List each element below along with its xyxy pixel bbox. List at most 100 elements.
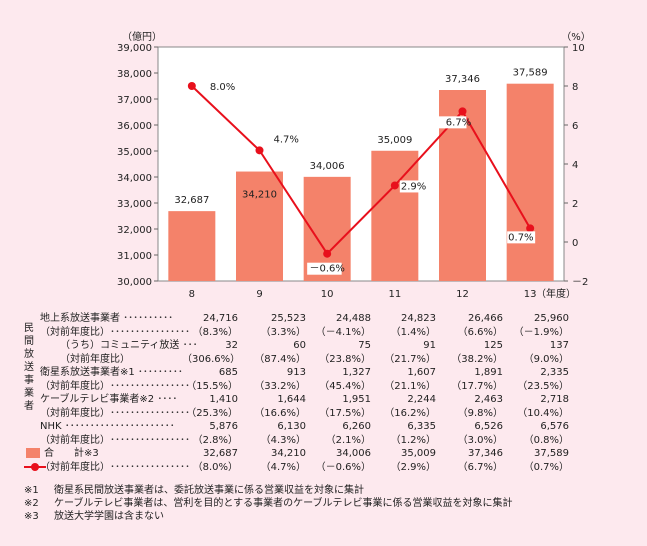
right-tick-label: 2 (572, 199, 578, 210)
line-value-label: 0.7% (508, 232, 533, 243)
table-cell: 32 (225, 340, 238, 351)
bar (168, 211, 216, 281)
table-row-label: ケーブルテレビ事業者※2 ････ (40, 394, 178, 405)
table-row-label: （対前年度比）････････････････ (40, 461, 190, 473)
bar (371, 150, 419, 281)
bar-value-label: 34,210 (242, 190, 277, 201)
right-tick-label: 6 (572, 121, 578, 132)
left-tick-label: 33,000 (117, 199, 152, 210)
table-cell: （0.7%） (523, 461, 569, 473)
table-cell: 37,346 (468, 448, 503, 459)
right-tick-label: －2 (572, 277, 588, 288)
table-row-label: （対前年度比）････････････････ (40, 407, 190, 419)
table-cell: （23.8%） (319, 353, 371, 365)
line-value-label: －0.6% (309, 264, 344, 275)
table-cell: （10.4%） (517, 407, 569, 419)
table-cell: 91 (423, 340, 436, 351)
table-cell: 26,466 (468, 313, 503, 324)
table-row: （対前年度比） （306.6%） （87.4%） （23.8%） （21.7%） （38.… (0, 353, 647, 366)
table-cell: 34,210 (271, 448, 306, 459)
table-row: （対前年度比）････････････････ （15.5%） （33.2%） （45… (0, 380, 647, 393)
table-cell: （3.0%） (457, 434, 503, 446)
table-row-label: 合 計※3 (44, 448, 99, 459)
table-cell: （0.8%） (523, 434, 569, 446)
table-cell: 2,718 (540, 394, 569, 405)
left-tick-label: 37,000 (117, 95, 152, 106)
table-row: NHK ･･････････････････････ 5,876 6,130 6,26… (0, 420, 647, 433)
x-tick-label: 13 (524, 289, 537, 300)
table-cell: （2.9%） (390, 461, 436, 473)
line-point (255, 146, 264, 155)
x-tick-label: 9 (256, 289, 262, 300)
bar-value-label: 37,589 (513, 68, 548, 79)
right-tick-label: 8 (572, 82, 578, 93)
table-cell: （3.3%） (260, 326, 306, 338)
table-cell: 25,960 (534, 313, 569, 324)
table-row-label: （うち）コミュニティ放送 ･･･ (60, 340, 198, 351)
line-label-bg (507, 231, 536, 244)
footnote-mark: ※3 (24, 511, 39, 522)
table-row-label: 衛星系放送事業者※1 ･････････ (40, 367, 183, 378)
table-cell: 37,589 (534, 448, 569, 459)
right-axis-unit: （%） (561, 31, 591, 43)
table-row-label: （対前年度比）････････････････ (40, 434, 190, 446)
table-row: （うち）コミュニティ放送 ･･･ 32 60 75 91 125 137 (0, 339, 647, 352)
table-cell: 24,823 (401, 313, 436, 324)
left-tick-label: 32,000 (117, 225, 152, 236)
bar (236, 171, 283, 281)
table-cell: 5,876 (209, 421, 238, 432)
table-cell: 24,488 (336, 313, 371, 324)
table-cell: （33.2%） (254, 380, 306, 392)
table-cell: （2.1%） (325, 434, 371, 446)
table-cell: 2,335 (540, 367, 569, 378)
table-row: 合 計※3 32,687 34,210 34,006 35,009 37,346 37,58… (0, 447, 647, 460)
table-row: （対前年度比）････････････････ （8.3%） （3.3%） （－4.1… (0, 326, 647, 339)
table-cell: （4.3%） (260, 434, 306, 446)
line-value-label: 6.7% (446, 117, 471, 128)
footnote-text: 放送大学学園は含まない (54, 511, 164, 522)
line-label-bg (208, 81, 237, 93)
right-tick-label: 4 (572, 160, 578, 171)
table-cell: （16.2%） (384, 407, 436, 419)
line-point (458, 107, 467, 116)
table-side-label: 民間放送事業者 (24, 323, 34, 412)
table-cell: 1,327 (342, 367, 371, 378)
table-cell: 2,244 (407, 394, 436, 405)
table-cell: 1,644 (277, 394, 306, 405)
chart: 32,687 34,210 34,006 35,009 37,346 37,589 8.0… (117, 30, 591, 300)
table-row: （対前年度比）････････････････ （8.0%） （4.7%） （－0.6… (0, 461, 647, 474)
left-tick-label: 39,000 (117, 43, 152, 54)
footnote-text: 衛星系民間放送事業者は、委託放送事業に係る営業収益を対象に集計 (54, 485, 364, 496)
bar-value-label: 32,687 (174, 195, 209, 206)
table-cell: （9.0%） (523, 353, 569, 365)
bar-value-label: 35,009 (377, 135, 412, 146)
table-cell: （6.6%） (457, 326, 503, 338)
table-cell: 35,009 (401, 448, 436, 459)
table-cell: （87.4%） (254, 353, 306, 365)
line-value-label: 8.0% (210, 82, 235, 93)
table-cell: 25,523 (271, 313, 306, 324)
x-tick-label: 10 (321, 289, 334, 300)
right-tick-label: 10 (572, 43, 585, 54)
left-tick-label: 38,000 (117, 69, 152, 80)
table-cell: （8.0%） (192, 461, 238, 473)
table-cell: 1,891 (474, 367, 503, 378)
right-tick-label: 0 (572, 238, 578, 249)
footnote-mark: ※1 (24, 485, 39, 496)
table-cell: 32,687 (203, 448, 238, 459)
table-row-label: （対前年度比）････････････････ (40, 380, 190, 392)
table-cell: 34,006 (336, 448, 371, 459)
line-label-bg (272, 133, 301, 146)
line-point (526, 224, 535, 233)
line-value-label: 4.7% (274, 134, 299, 145)
table-cell: （1.2%） (390, 434, 436, 446)
table-cell: （306.6%） (182, 353, 241, 365)
table-cell: 6,260 (342, 421, 371, 432)
table-cell: （45.4%） (319, 380, 371, 392)
table-row: 衛星系放送事業者※1 ･････････ 685 913 1,327 1,607 1,89… (0, 366, 647, 379)
table-cell: 913 (286, 367, 306, 378)
table-cell: （9.8%） (457, 407, 503, 419)
table-row: 地上系放送事業者 ･･････････ 24,716 25,523 24,488 24,… (0, 312, 647, 325)
table-cell: （6.7%） (457, 461, 503, 473)
table-row: ケーブルテレビ事業者※2 ････ 1,410 1,644 1,951 2,244 2,4… (0, 393, 647, 406)
